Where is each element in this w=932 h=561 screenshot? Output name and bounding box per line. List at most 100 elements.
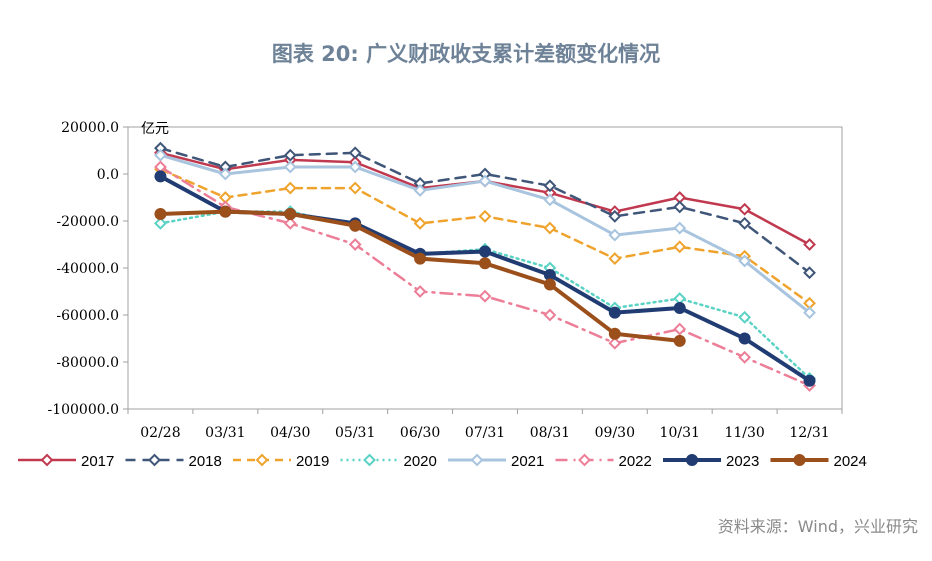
series-line-2022 [159,165,811,387]
data-point [478,209,492,223]
legend-label: 2021 [511,453,544,470]
data-point [803,238,816,251]
data-point [414,252,427,265]
data-point [543,193,557,207]
data-point [608,252,622,266]
legend-marker [686,454,698,466]
data-point [348,238,362,251]
y-tick-label: -60000.0 [56,308,119,324]
legend-label: 2020 [404,453,437,470]
series-2021 [154,148,816,320]
data-point [478,174,492,188]
legend-item-2018: 2018 [125,453,222,470]
y-tick-label: -40000.0 [56,261,119,277]
x-tick-label: 03/31 [205,425,245,441]
y-unit-label: 亿元 [141,121,169,137]
x-tick-label: 02/28 [140,425,180,441]
data-point [349,219,362,232]
series-line-2023 [158,174,812,383]
data-point [803,306,816,320]
data-point [803,374,816,387]
legend-marker [363,453,376,467]
data-point [608,327,621,340]
legend-item-2017: 2017 [18,453,114,470]
series-2017 [154,146,816,251]
data-point [738,332,751,345]
legend-item-2021: 2021 [448,453,544,470]
legend-item-2022: 2022 [555,453,652,470]
data-point [673,240,687,254]
y-axis: 20000.0 0.0 -20000.0 -40000.0 -60000.0 -80000… [47,120,128,418]
data-point [543,308,557,322]
data-point [738,350,752,364]
legend-marker [255,453,269,467]
y-tick-label: 0.0 [97,167,119,183]
data-point [283,160,297,174]
legend-label: 2017 [81,453,114,470]
y-tick-label: -80000.0 [56,355,119,371]
data-point [673,301,686,314]
chart-title: 图表 20: 广义财政收支累计差额变化情况 [271,42,661,66]
series-lines [154,141,816,392]
legend-label: 2022 [619,453,652,470]
y-tick-label: -20000.0 [56,214,119,230]
series-2019 [154,162,816,310]
data-point [413,184,427,197]
data-point [478,289,492,303]
legend-marker [40,453,54,467]
data-point [608,228,622,242]
legend-marker [578,453,591,467]
data-point [283,216,297,230]
x-tick-label: 09/30 [595,425,635,441]
data-point [543,278,556,291]
data-point [738,202,752,216]
x-tick-label: 07/31 [465,425,505,441]
data-point [283,181,297,195]
series-line-2018 [159,146,811,274]
source-note: 资料来源：Wind，兴业研究 [717,517,918,536]
data-point [738,254,752,268]
data-point [283,148,297,162]
x-tick-label: 06/30 [400,425,440,441]
legend-item-2019: 2019 [233,453,329,470]
x-axis: 02/28 03/31 04/30 05/31 06/30 07/31 08/31 09/30… [127,409,843,441]
data-point [543,221,557,235]
data-point [608,336,622,350]
data-point [154,216,167,230]
legend-item-2024: 2024 [770,453,867,470]
data-point [608,209,622,223]
series-line-2019 [159,168,811,305]
x-tick-label: 05/31 [335,425,375,441]
data-point [284,207,297,220]
data-point [348,146,362,160]
data-point [738,310,752,324]
x-tick-label: 10/31 [660,425,700,441]
legend: 2017 2018 2019 2020 2021 2022 2023 2024 [18,453,867,470]
data-point [673,322,687,336]
series-2018 [154,141,816,280]
legend-marker [470,453,484,467]
legend-label: 2019 [296,453,329,470]
data-point [218,167,232,181]
data-point [673,200,687,214]
data-point [543,179,557,193]
legend-label: 2023 [726,453,759,470]
data-point [479,257,491,270]
legend-label: 2024 [834,453,867,470]
x-tick-label: 04/30 [270,425,310,441]
data-point [154,207,167,220]
legend-item-2023: 2023 [663,453,759,470]
data-point [803,266,816,280]
data-point [479,245,491,258]
series-2022 [154,160,816,392]
series-line-2024 [158,209,682,343]
data-point [413,285,427,298]
legend-marker [793,454,806,466]
data-point [608,306,621,319]
x-tick-label: 11/30 [724,425,764,441]
data-point [154,148,167,162]
x-tick-label: 08/31 [530,425,570,441]
data-point [154,170,167,183]
legend-marker [148,453,161,467]
legend-label: 2018 [189,453,222,470]
